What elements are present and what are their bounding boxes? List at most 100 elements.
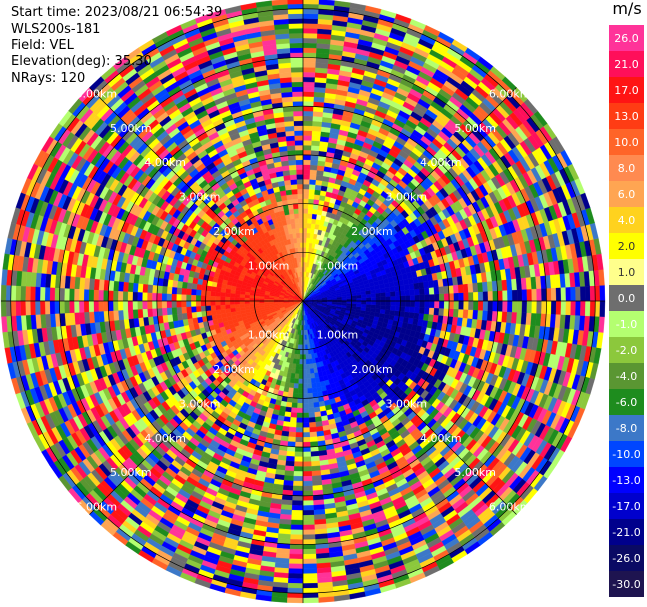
range-gate [297,198,304,204]
range-gate [39,287,46,302]
range-gate [294,223,300,229]
range-gate [414,294,421,302]
range-gate [151,300,158,310]
range-gate [181,288,187,296]
range-gate [225,288,232,294]
range-gate [309,159,318,166]
range-gate [462,283,469,293]
range-gate [176,307,183,315]
range-gate [453,292,460,302]
range-gate [185,300,192,308]
range-gate [127,291,133,302]
range-gate [210,300,216,306]
range-gate [555,287,562,302]
range-gate [302,32,318,39]
range-gate [259,296,265,300]
range-gate [302,237,307,243]
range-gate [292,198,299,205]
range-gate [477,291,484,302]
range-gate [147,284,153,294]
range-gate [54,300,60,315]
range-gate [291,81,304,88]
range-gate [313,194,320,201]
range-gate [302,120,313,127]
range-gate [385,291,391,297]
range-gate [1,269,8,286]
range-gate [186,312,193,320]
range-gate [302,110,314,117]
range-gate [526,288,533,302]
range-gate [34,300,41,316]
range-gate [205,295,211,302]
range-gate [308,179,316,185]
range-gate [375,296,382,302]
range-gate [215,300,221,306]
range-gate [287,0,304,5]
range-gate [117,310,124,321]
range-gate [122,281,129,292]
range-gate [424,294,430,302]
range-gate [306,223,312,229]
range-gate [292,101,304,107]
range-gate [292,110,304,117]
range-gate [302,218,308,224]
range-gate [234,297,240,302]
range-gate [286,140,295,147]
range-gate [477,281,484,292]
range-gate [531,288,537,302]
range-gate [598,269,605,286]
range-gate [298,208,304,214]
range-gate [306,227,311,234]
range-gate [295,154,304,161]
range-gate [127,309,134,320]
range-gate [302,37,317,44]
range-gate [284,125,295,132]
range-gate [290,67,304,73]
range-gate [302,198,309,204]
range-gate [83,289,90,302]
range-gate [307,203,314,210]
range-gate [283,115,294,122]
range-gate [302,149,312,156]
range-gate [59,288,65,302]
range-gate [142,309,149,318]
range-gate [200,295,206,302]
range-gate [302,23,318,29]
range-gate [302,252,306,258]
range-gate [308,188,315,195]
range-gate [305,247,309,253]
range-gate [289,37,304,44]
range-gate [453,284,459,294]
range-gate [298,218,304,224]
range-gate [295,169,304,175]
range-gate [584,285,591,302]
range-gate [287,3,304,10]
range-gate [302,57,316,63]
range-gate [20,286,26,302]
range-gate [122,310,129,321]
range-gate [380,296,386,302]
range-gate [294,218,300,224]
range-gate [287,8,304,15]
range-gate [146,292,153,302]
range-gate [239,297,245,302]
range-gate [83,300,90,313]
range-gate [181,306,187,314]
range-gate [311,135,321,142]
range-gate [375,292,381,298]
range-gate [302,140,312,146]
range-gate [293,213,299,219]
range-gate [254,300,260,304]
range-gate [186,282,193,290]
range-gate [229,304,236,309]
range-gate [137,300,143,310]
range-gate [502,290,508,302]
range-gate [78,289,85,302]
range-gate [25,300,31,316]
range-gate [210,305,216,311]
range-gate [186,306,192,314]
range-gate [196,311,203,318]
range-gate [467,283,474,293]
range-gate [312,111,324,118]
